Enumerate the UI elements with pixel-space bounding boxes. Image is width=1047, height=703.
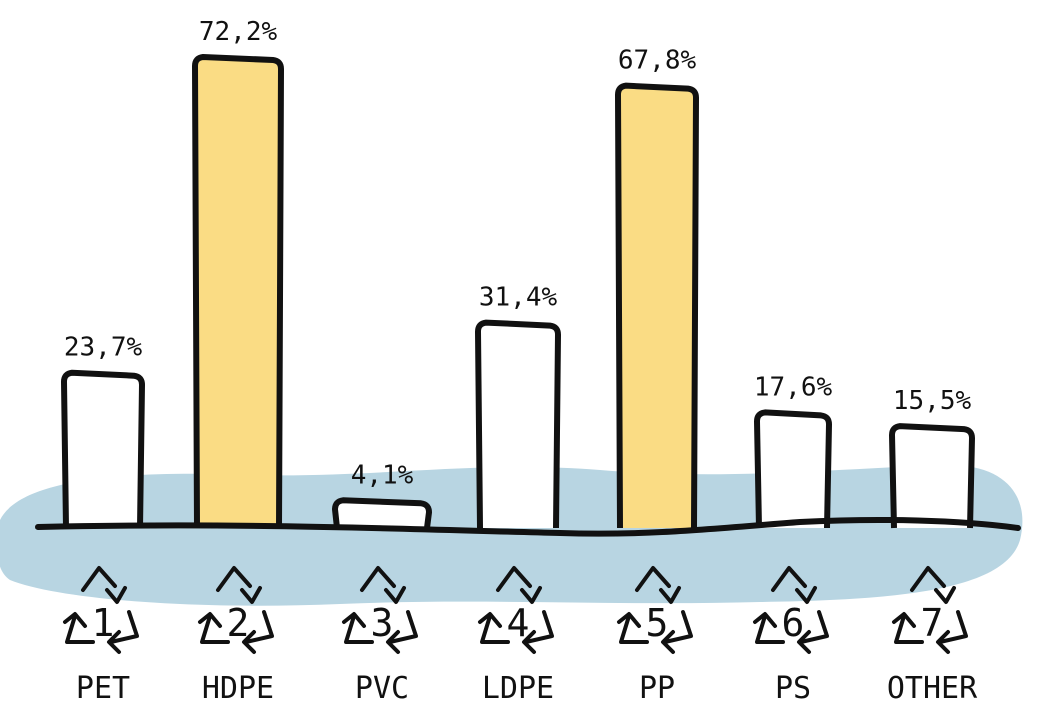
category-label-ldpe: LDPE (482, 671, 554, 703)
value-label-pvc: 4,1% (351, 460, 414, 490)
value-label-pp: 67,8% (618, 46, 697, 76)
value-label-pet: 23,7% (64, 333, 143, 363)
value-label-other: 15,5% (893, 386, 972, 416)
value-label-ps: 17,6% (754, 372, 833, 402)
recycling-symbol-icon (478, 566, 554, 654)
recycling-code-5: 5 (646, 601, 669, 645)
bar-ldpe (475, 319, 561, 529)
recycling-symbol-icon (198, 566, 274, 654)
recycling-code-7: 7 (921, 601, 944, 645)
recycling-symbols: 1 2 3 4 5 6 7 (63, 566, 968, 654)
recycling-symbol-icon (753, 566, 829, 654)
recycling-symbol-icon (617, 566, 693, 654)
recycling-code-6: 6 (782, 601, 805, 645)
recycling-symbol-icon (63, 566, 139, 654)
bar-pet (61, 369, 145, 529)
recycling-code-2: 2 (227, 601, 250, 645)
recycling-code-4: 4 (507, 601, 530, 645)
category-label-ps: PS (775, 671, 811, 703)
bar-pp (615, 82, 699, 529)
bar-other (889, 423, 975, 529)
category-label-pp: PP (639, 671, 675, 703)
value-labels: 23,7% 72,2% 4,1% 31,4% 67,8% 17,6% 15,5% (64, 17, 972, 490)
bars (61, 54, 975, 529)
bar-pvc (332, 497, 432, 529)
bar-ps (754, 409, 832, 529)
recycling-symbol-icon (892, 566, 968, 654)
category-label-hdpe: HDPE (202, 671, 274, 703)
value-label-hdpe: 72,2% (199, 17, 278, 47)
recycling-code-3: 3 (371, 601, 394, 645)
category-label-pet: PET (76, 671, 130, 703)
category-label-pvc: PVC (355, 671, 409, 703)
recycling-code-1: 1 (92, 601, 115, 645)
baseline (35, 517, 1021, 537)
category-label-other: OTHER (887, 671, 978, 703)
bar-hdpe (192, 54, 284, 529)
recycling-symbol-icon (342, 566, 418, 654)
category-labels: PET HDPE PVC LDPE PP PS OTHER (76, 671, 978, 703)
value-label-ldpe: 31,4% (479, 283, 558, 313)
